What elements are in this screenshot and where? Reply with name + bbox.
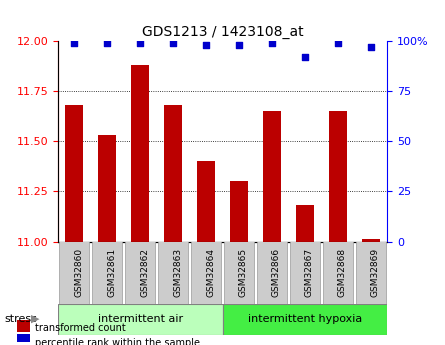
Point [235, 43, 243, 48]
Bar [93, 241, 122, 304]
Text: intermittent hypoxia: intermittent hypoxia [248, 314, 362, 324]
Text: percentile rank within the sample: percentile rank within the sample [35, 338, 199, 345]
Bar [263, 111, 281, 241]
Bar [362, 239, 380, 241]
Text: GSM32861: GSM32861 [107, 248, 116, 297]
Text: GSM32863: GSM32863 [173, 248, 182, 297]
Bar [17, 320, 30, 332]
Point [170, 41, 177, 46]
Bar [222, 304, 387, 335]
Text: GSM32865: GSM32865 [239, 248, 248, 297]
Text: GSM32862: GSM32862 [140, 248, 149, 297]
Bar [60, 241, 89, 304]
Text: transformed count: transformed count [35, 323, 125, 333]
Text: GSM32867: GSM32867 [305, 248, 314, 297]
Text: stress: stress [4, 314, 37, 324]
Text: GSM32868: GSM32868 [338, 248, 347, 297]
Text: intermittent air: intermittent air [97, 314, 183, 324]
Title: GDS1213 / 1423108_at: GDS1213 / 1423108_at [142, 25, 303, 39]
Text: GSM32860: GSM32860 [74, 248, 83, 297]
Point [71, 41, 78, 46]
Text: GSM32869: GSM32869 [371, 248, 380, 297]
Bar [230, 181, 248, 241]
Bar [329, 111, 347, 241]
Point [202, 43, 210, 48]
Bar [191, 241, 221, 304]
Text: GSM32864: GSM32864 [206, 248, 215, 297]
Bar [290, 241, 320, 304]
Bar [164, 106, 182, 241]
Bar [158, 241, 188, 304]
Bar [58, 304, 222, 335]
Bar [296, 206, 314, 242]
Bar [98, 136, 116, 242]
Bar [224, 241, 254, 304]
Point [367, 45, 374, 50]
Text: GSM32866: GSM32866 [272, 248, 281, 297]
Point [301, 55, 308, 60]
Bar [131, 66, 149, 242]
Bar [356, 241, 385, 304]
Point [137, 41, 144, 46]
Point [268, 41, 275, 46]
Bar [125, 241, 155, 304]
Bar [323, 241, 352, 304]
Bar [17, 334, 30, 345]
Point [334, 41, 341, 46]
Bar [257, 241, 287, 304]
Bar [65, 106, 83, 241]
Bar [197, 161, 215, 242]
Text: ▶: ▶ [31, 314, 40, 324]
Point [104, 41, 111, 46]
